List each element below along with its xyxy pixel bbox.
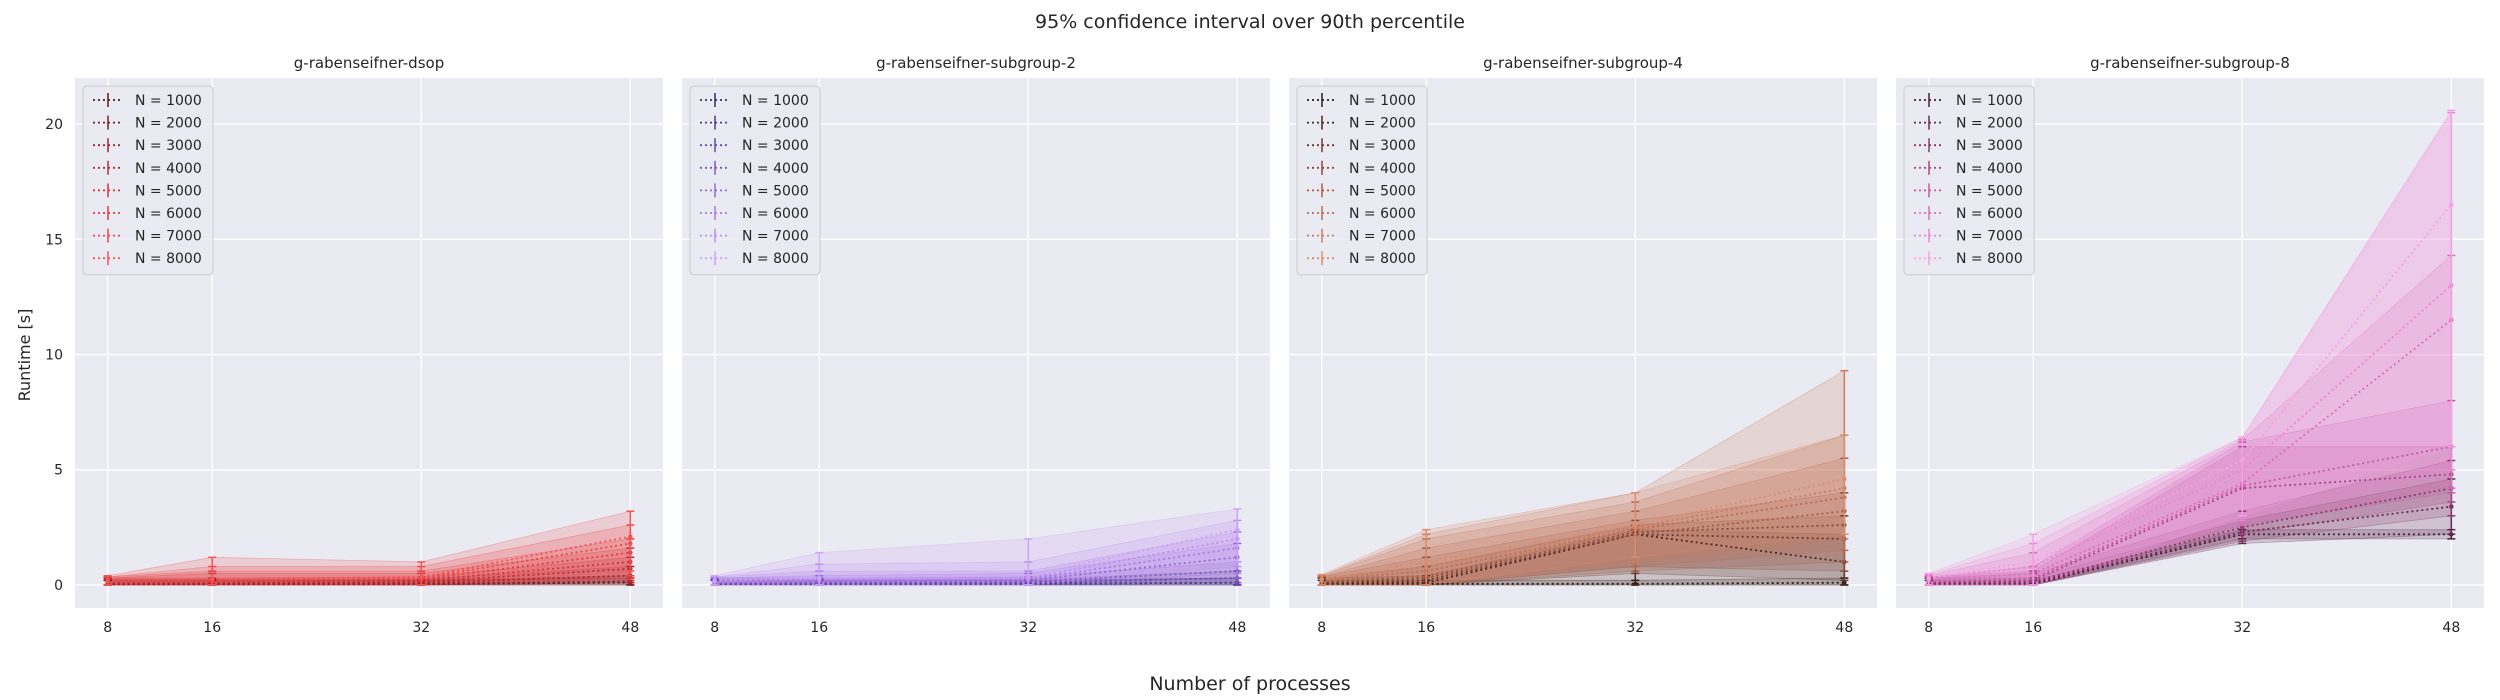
series-line	[1928, 319, 2452, 582]
y-tick-label: 0	[54, 578, 63, 594]
legend-box	[1903, 85, 2035, 276]
x-tick-label: 16	[2024, 620, 2042, 636]
data-point	[2449, 202, 2454, 207]
legend-label: N = 1000	[742, 93, 809, 109]
legend-label: N = 8000	[135, 251, 202, 267]
series-line	[1321, 510, 1845, 583]
legend-label: N = 5000	[742, 183, 809, 199]
data-point	[105, 578, 110, 583]
panel-title: g-rabenseifner-subgroup-8	[2090, 54, 2290, 72]
series-line	[1928, 487, 2452, 584]
data-point	[628, 534, 633, 539]
x-tick-label: 32	[1626, 620, 1644, 636]
legend-label: N = 5000	[1956, 183, 2023, 199]
panels: 0 5 10 15 20 8 16 32 48 g-rabenseifner-dsop N = 10…	[45, 54, 2484, 636]
panel-2: 8 16 32 48 g-rabenseifner-subgroup-2 N = 1000…	[682, 54, 1270, 636]
x-tick-label: 8	[1924, 620, 1933, 636]
data-point	[210, 576, 215, 582]
legend-label: N = 6000	[135, 206, 202, 222]
series-line	[1928, 204, 2452, 579]
y-tick-label: 15	[45, 232, 63, 248]
legend-label: N = 3000	[742, 138, 809, 154]
legend-label: N = 6000	[1956, 206, 2023, 222]
panel-title: g-rabenseifner-dsop	[294, 54, 444, 72]
data-point	[1319, 576, 1324, 582]
series-line	[1928, 533, 2452, 585]
figure-xlabel: Number of processes	[1149, 673, 1350, 695]
legend-label: N = 2000	[1349, 116, 1416, 132]
legend-label: N = 5000	[1349, 183, 1416, 199]
x-tick-label: 48	[621, 620, 639, 636]
legend-box	[1296, 85, 1428, 276]
y-tick-label: 20	[45, 117, 63, 133]
panel-4: 8 16 32 48 g-rabenseifner-subgroup-8 N = 1000…	[1896, 54, 2484, 636]
legend-label: N = 7000	[1956, 229, 2023, 245]
legend-label: N = 1000	[135, 93, 202, 109]
series-line	[1321, 487, 1845, 582]
data-point	[712, 578, 717, 583]
series-line	[1321, 533, 1845, 584]
series-line	[1321, 478, 1845, 581]
x-tick-label: 48	[1835, 620, 1853, 636]
series-line	[107, 535, 631, 582]
legend-label: N = 2000	[1956, 116, 2023, 132]
data-point	[2240, 458, 2245, 463]
panel-title: g-rabenseifner-subgroup-4	[1483, 54, 1683, 72]
legend-label: N = 1000	[1349, 93, 1416, 109]
data-point	[1235, 527, 1240, 532]
y-tick-label: 10	[45, 348, 63, 364]
x-tick-label: 8	[103, 620, 112, 636]
legend-label: N = 2000	[135, 116, 202, 132]
data-point	[1424, 559, 1429, 565]
data-point	[1633, 522, 1638, 528]
legend-label: N = 7000	[742, 229, 809, 245]
legend-label: N = 4000	[1349, 161, 1416, 177]
data-point	[1842, 476, 1847, 482]
x-tick-label: 48	[1228, 620, 1246, 636]
legend-label: N = 3000	[135, 138, 202, 154]
panel-3: 8 16 32 48 g-rabenseifner-subgroup-4 N = 1000…	[1289, 54, 1877, 636]
legend-label: N = 4000	[1956, 161, 2023, 177]
series-line	[1321, 496, 1845, 582]
x-tick-label: 32	[412, 620, 430, 636]
y-tick-label: 5	[54, 463, 63, 479]
legend-label: N = 3000	[1956, 138, 2023, 154]
x-tick-label: 8	[1317, 620, 1326, 636]
data-point	[817, 575, 822, 581]
panel-title: g-rabenseifner-subgroup-2	[876, 54, 1076, 72]
legend-label: N = 4000	[742, 161, 809, 177]
legend-label: N = 8000	[742, 251, 809, 267]
x-tick-label: 32	[2233, 620, 2251, 636]
legend-label: N = 6000	[742, 206, 809, 222]
series-line	[1321, 533, 1845, 584]
legend-label: N = 6000	[1349, 206, 1416, 222]
legend-label: N = 7000	[1349, 229, 1416, 245]
x-tick-label: 16	[203, 620, 221, 636]
legend-label: N = 8000	[1349, 251, 1416, 267]
x-tick-label: 8	[710, 620, 719, 636]
x-tick-label: 16	[1417, 620, 1435, 636]
x-tick-label: 32	[1019, 620, 1037, 636]
data-point	[419, 574, 424, 580]
legend-label: N = 4000	[135, 161, 202, 177]
legend-box	[689, 85, 821, 276]
legend-label: N = 5000	[135, 183, 202, 199]
legend-box	[82, 85, 214, 276]
legend-label: N = 7000	[135, 229, 202, 245]
data-point	[2031, 559, 2036, 565]
legend-label: N = 1000	[1956, 93, 2023, 109]
legend-label: N = 2000	[742, 116, 809, 132]
legend-label: N = 3000	[1349, 138, 1416, 154]
x-tick-label: 48	[2442, 620, 2460, 636]
x-tick-label: 16	[810, 620, 828, 636]
legend-label: N = 8000	[1956, 251, 2023, 267]
series-line	[714, 528, 1238, 582]
data-point	[1026, 573, 1031, 578]
series-line	[1928, 284, 2452, 581]
data-point	[1926, 575, 1931, 581]
figure-ylabel: Runtime [s]	[15, 309, 34, 402]
figure-suptitle: 95% confidence interval over 90th percen…	[1035, 11, 1465, 33]
panel-1: 0 5 10 15 20 8 16 32 48 g-rabenseifner-dsop N = 10…	[45, 54, 663, 636]
